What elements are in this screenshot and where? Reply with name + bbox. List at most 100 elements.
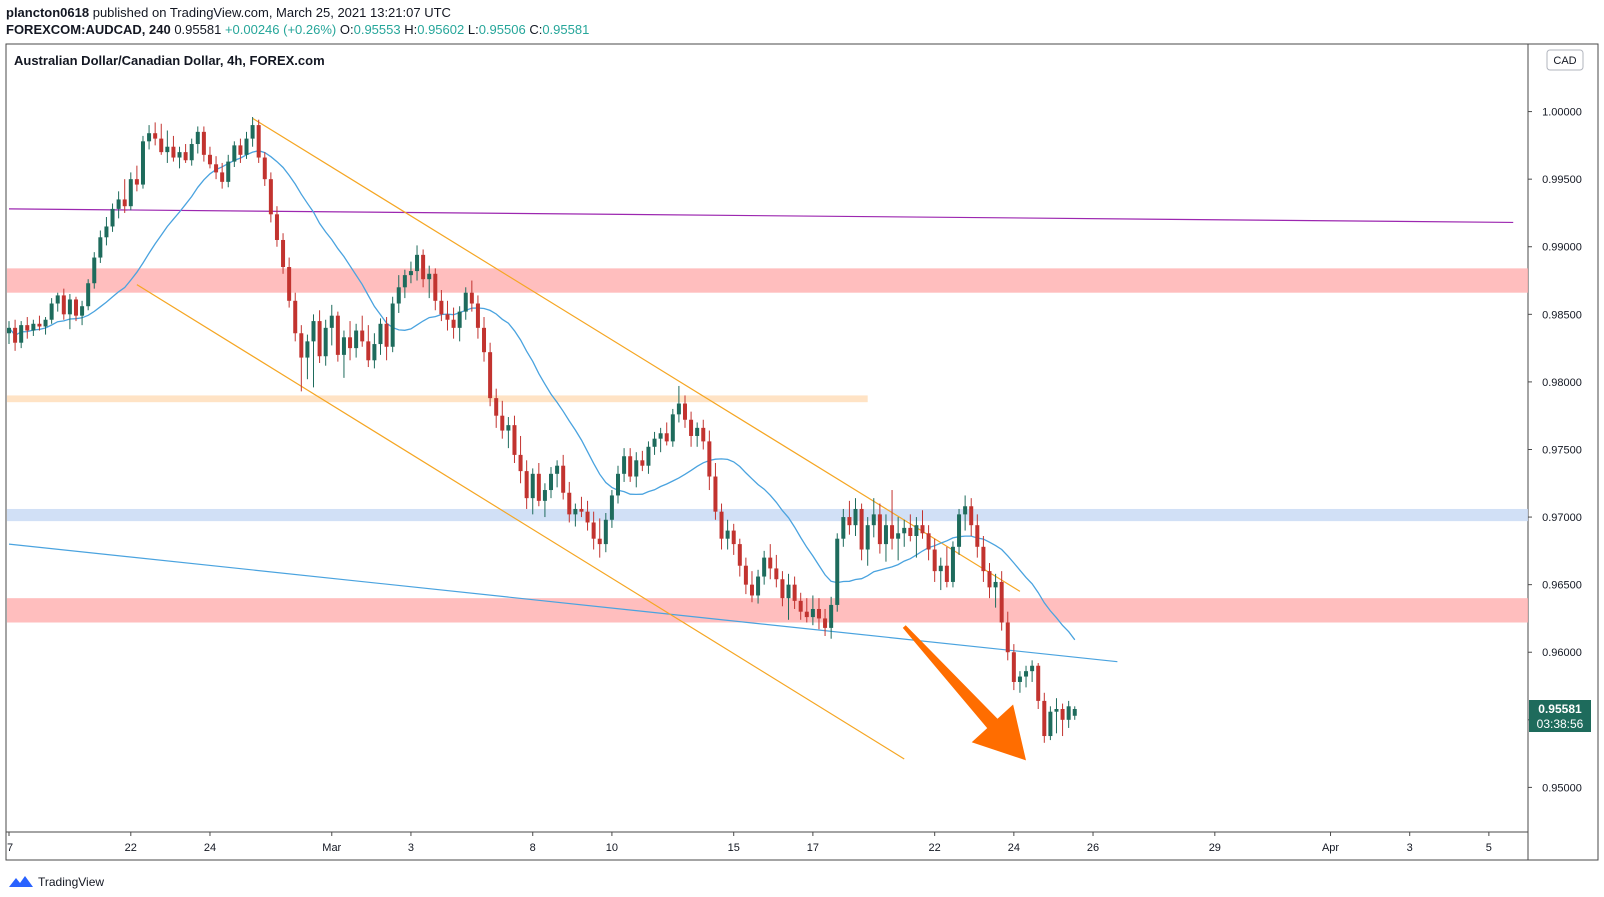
candle[interactable] — [859, 503, 864, 561]
candle[interactable] — [792, 576, 797, 609]
candle[interactable] — [743, 557, 748, 595]
candle[interactable] — [250, 116, 255, 147]
candle[interactable] — [1024, 665, 1029, 688]
candle[interactable] — [981, 535, 986, 582]
candle[interactable] — [835, 533, 840, 612]
candle[interactable] — [92, 252, 97, 289]
candle[interactable] — [244, 131, 249, 159]
candle[interactable] — [214, 156, 219, 180]
candle[interactable] — [433, 268, 438, 311]
candle[interactable] — [37, 315, 42, 331]
candle[interactable] — [348, 321, 353, 361]
candle[interactable] — [402, 269, 407, 299]
candle[interactable] — [335, 311, 340, 362]
candle[interactable] — [165, 130, 170, 163]
tradingview-footer[interactable]: TradingView — [8, 875, 104, 889]
candle[interactable] — [823, 608, 828, 637]
candle[interactable] — [1030, 660, 1035, 682]
candle[interactable] — [731, 523, 736, 555]
candle[interactable] — [183, 144, 188, 163]
candle[interactable] — [707, 430, 712, 491]
currency-badge-box[interactable] — [1546, 49, 1584, 71]
candle[interactable] — [220, 162, 225, 189]
candle[interactable] — [147, 125, 152, 150]
plot-area[interactable] — [5, 43, 1529, 833]
candle[interactable] — [798, 592, 803, 620]
candle[interactable] — [786, 573, 791, 620]
blue-trendline[interactable] — [8, 543, 1118, 663]
candle[interactable] — [549, 467, 554, 499]
candle[interactable] — [1017, 671, 1022, 693]
candle[interactable] — [932, 538, 937, 582]
candle[interactable] — [494, 388, 499, 428]
candle[interactable] — [7, 321, 11, 345]
candle[interactable] — [896, 517, 901, 561]
candle[interactable] — [55, 292, 60, 312]
candle[interactable] — [573, 503, 578, 527]
candle[interactable] — [676, 385, 681, 423]
symbol-label[interactable]: FOREXCOM:AUDCAD, 240 — [6, 22, 171, 37]
candle[interactable] — [841, 508, 846, 547]
candle[interactable] — [530, 468, 535, 515]
candle[interactable] — [171, 135, 176, 162]
channel-lower[interactable] — [136, 284, 905, 760]
candle[interactable] — [871, 498, 876, 538]
candle[interactable] — [122, 179, 127, 213]
candle[interactable] — [153, 122, 158, 146]
candle[interactable] — [1066, 700, 1071, 728]
candle[interactable] — [372, 333, 377, 369]
purple-trendline[interactable] — [8, 208, 1514, 224]
candle[interactable] — [579, 496, 584, 518]
candle[interactable] — [415, 245, 420, 281]
candle[interactable] — [61, 288, 66, 320]
candle[interactable] — [469, 280, 474, 312]
candle[interactable] — [993, 573, 998, 608]
candle[interactable] — [634, 452, 639, 488]
candle[interactable] — [311, 314, 316, 388]
publisher-name[interactable]: plancton0618 — [6, 5, 90, 20]
candle[interactable] — [628, 448, 633, 482]
resistance-zone[interactable] — [7, 268, 1528, 293]
currency-badge[interactable]: CAD — [1553, 55, 1576, 67]
candle[interactable] — [475, 295, 480, 339]
candle[interactable] — [719, 503, 724, 550]
candle[interactable] — [561, 454, 566, 500]
candle[interactable] — [622, 448, 627, 482]
candle[interactable] — [1036, 663, 1041, 710]
candle[interactable] — [256, 119, 261, 163]
candle[interactable] — [591, 511, 596, 550]
moving-average-line[interactable] — [8, 150, 1076, 641]
candle[interactable] — [421, 249, 426, 288]
candle[interactable] — [768, 544, 773, 580]
candle[interactable] — [396, 275, 401, 313]
candle[interactable] — [908, 514, 913, 542]
candle[interactable] — [134, 165, 139, 192]
support-zone[interactable] — [7, 508, 1528, 522]
candle[interactable] — [902, 519, 907, 547]
candle[interactable] — [1042, 692, 1047, 743]
candle[interactable] — [287, 257, 292, 308]
candle[interactable] — [847, 500, 852, 535]
candle[interactable] — [1005, 611, 1010, 661]
candle[interactable] — [384, 317, 389, 361]
candle[interactable] — [451, 307, 456, 339]
candle[interactable] — [682, 395, 687, 428]
candle[interactable] — [49, 298, 54, 324]
candle[interactable] — [518, 435, 523, 484]
candle[interactable] — [463, 287, 468, 320]
candle[interactable] — [317, 310, 322, 363]
candle[interactable] — [640, 450, 645, 472]
candle[interactable] — [652, 431, 657, 455]
candle[interactable] — [883, 514, 888, 562]
candle[interactable] — [725, 519, 730, 550]
candle[interactable] — [963, 495, 968, 531]
candle[interactable] — [25, 317, 30, 339]
candle[interactable] — [1060, 703, 1065, 737]
candle[interactable] — [609, 490, 614, 528]
candle[interactable] — [177, 146, 182, 169]
candle[interactable] — [201, 126, 206, 162]
candle[interactable] — [140, 135, 145, 189]
candle[interactable] — [500, 400, 505, 439]
candle[interactable] — [567, 481, 572, 523]
